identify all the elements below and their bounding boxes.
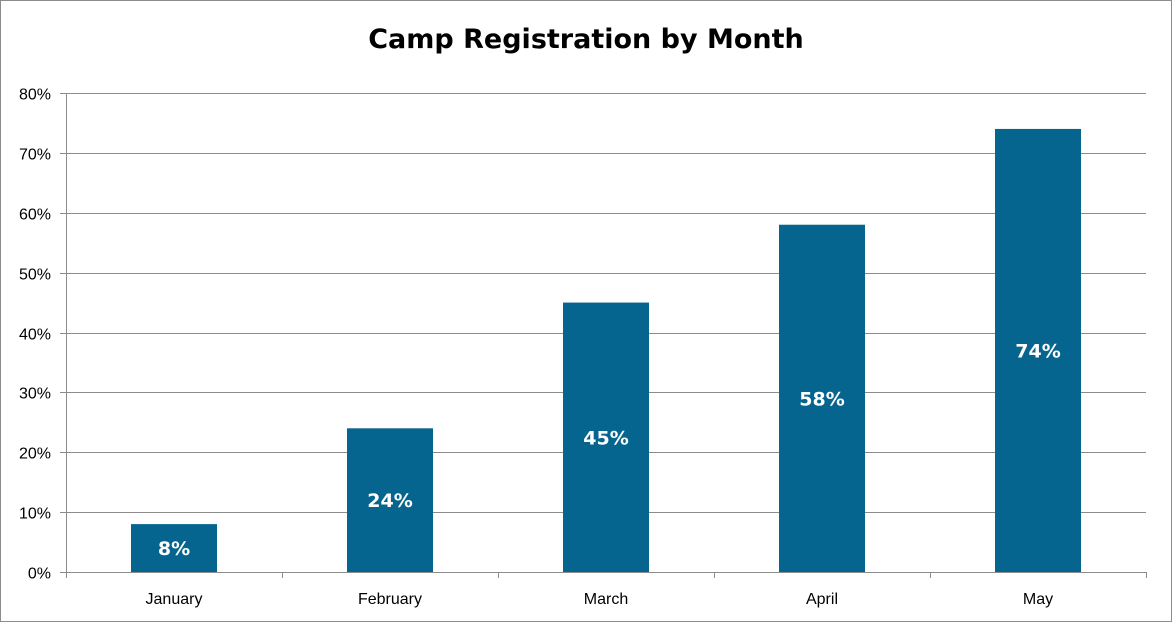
bar-january: [131, 524, 217, 572]
x-category-label: May: [1023, 591, 1053, 608]
y-tick-label: 80%: [19, 87, 51, 104]
y-tick-label: 0%: [28, 566, 51, 583]
bar-april: [779, 224, 865, 572]
data-label: 74%: [1015, 340, 1060, 362]
data-label: 8%: [158, 538, 190, 560]
labels: 0% 10% 20% 30% 40% 50% 60% 70% 80% 8% January 24% Fe…: [19, 87, 1061, 609]
data-label: 45%: [583, 427, 628, 449]
data-label: 58%: [799, 388, 844, 410]
x-category-label: January: [146, 591, 203, 608]
y-tick-label: 20%: [19, 446, 51, 463]
axes: [60, 93, 1147, 578]
y-tick-label: 10%: [19, 506, 51, 523]
bar-february: [347, 428, 433, 572]
x-category-label: March: [584, 591, 628, 608]
chart-title: Camp Registration by Month: [368, 24, 804, 55]
y-tick-label: 30%: [19, 386, 51, 403]
data-label: 24%: [367, 490, 412, 512]
x-category-label: April: [806, 591, 838, 608]
y-tick-label: 50%: [19, 267, 51, 284]
bar-may: [995, 128, 1081, 573]
y-tick-label: 40%: [19, 327, 51, 344]
bars: [131, 128, 1081, 573]
bar-march: [563, 302, 649, 572]
y-tick-label: 60%: [19, 207, 51, 224]
x-category-label: February: [358, 591, 422, 608]
y-tick-label: 70%: [19, 147, 51, 164]
